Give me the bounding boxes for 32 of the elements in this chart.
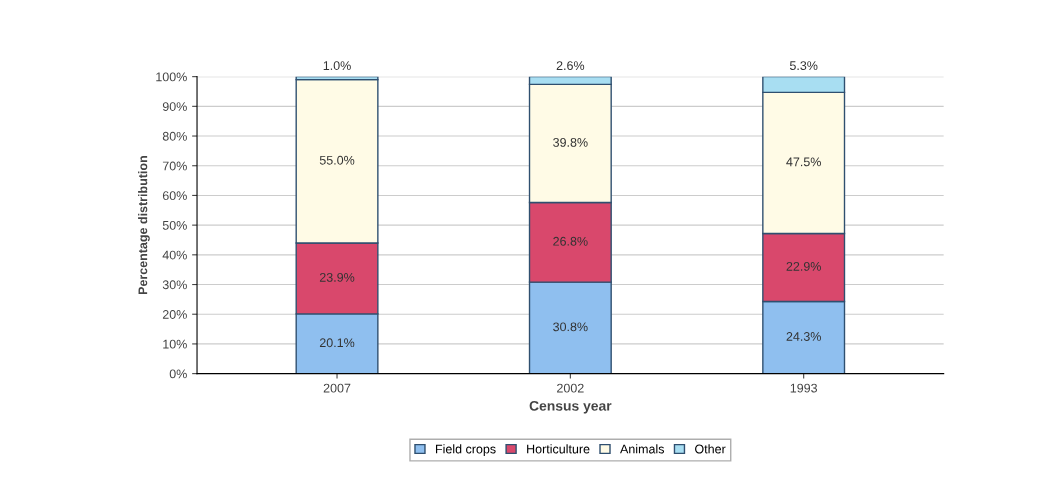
data-label: 24.3%: [786, 332, 821, 341]
legend-label: Horticulture: [527, 444, 590, 454]
data-label: 22.9%: [786, 261, 821, 271]
y-axis-title: Percentage distribution: [138, 156, 150, 295]
y-tick-label: 20%: [162, 310, 187, 319]
legend-label: Animals: [620, 444, 665, 454]
data-label: 55.0%: [319, 155, 355, 165]
x-tick-label: 2002: [557, 383, 584, 393]
data-label: 1.0%: [323, 61, 351, 70]
y-tick-label: 90%: [162, 102, 187, 111]
y-tick-label: 30%: [162, 280, 187, 290]
legend-label: Other: [695, 444, 726, 454]
y-tick-label: 60%: [162, 191, 187, 201]
y-tick-label: 0%: [169, 369, 187, 379]
x-tick-label: 1993: [790, 383, 818, 393]
data-label: 20.1%: [319, 338, 355, 348]
y-tick-label: 40%: [162, 250, 187, 260]
x-tick-label: 2007: [323, 383, 351, 393]
y-tick-label: 100%: [156, 72, 187, 82]
data-label: 2.6%: [556, 61, 585, 70]
data-label: 5.3%: [789, 61, 818, 70]
data-label: 39.8%: [553, 137, 588, 147]
data-label: 23.9%: [319, 272, 355, 282]
legend-label: Field crops: [436, 444, 496, 456]
y-tick-label: 50%: [162, 220, 187, 230]
data-label: 26.8%: [553, 236, 588, 246]
y-tick-label: 10%: [163, 339, 187, 349]
y-tick-label: 70%: [162, 161, 187, 171]
y-tick-label: 80%: [162, 131, 187, 141]
data-label: 47.5%: [786, 157, 821, 167]
data-label: 30.8%: [553, 322, 588, 332]
x-axis-title: Census year: [529, 400, 612, 414]
